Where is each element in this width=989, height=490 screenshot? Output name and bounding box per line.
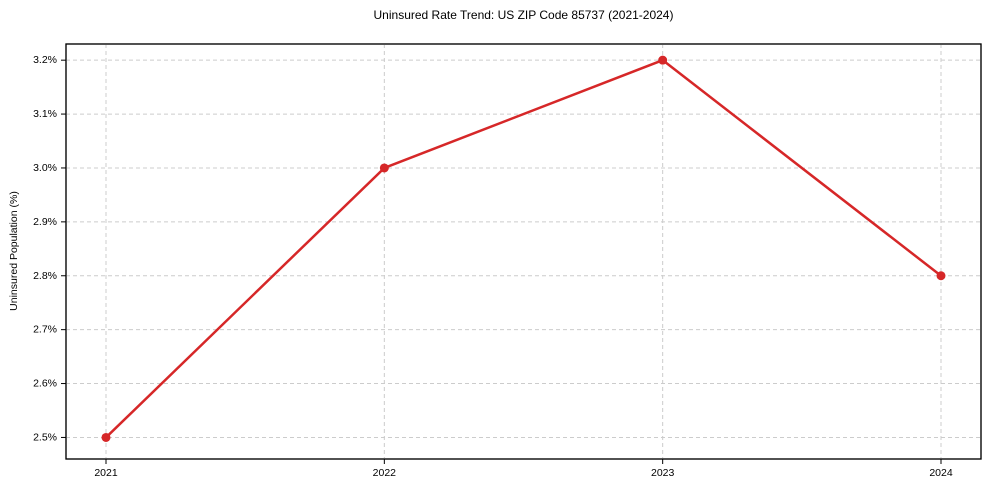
y-tick-label: 3.0% — [33, 162, 57, 174]
x-tick-label: 2022 — [373, 467, 397, 479]
y-tick-label: 3.1% — [33, 108, 57, 120]
y-tick-label: 2.5% — [33, 431, 57, 443]
chart-title: Uninsured Rate Trend: US ZIP Code 85737 … — [373, 8, 674, 22]
y-tick-label: 2.6% — [33, 378, 57, 390]
x-tick-label: 2023 — [651, 467, 675, 479]
data-point — [936, 271, 946, 281]
plot-border — [65, 43, 982, 460]
plot-border-overlay — [65, 43, 982, 460]
data-point — [101, 432, 111, 442]
data-point — [379, 163, 389, 173]
data-point — [658, 55, 668, 65]
x-tick-label: 2021 — [94, 467, 118, 479]
y-axis-label: Uninsured Population (%) — [8, 191, 20, 311]
y-tick-label: 2.9% — [33, 216, 57, 228]
series-line — [104, 58, 943, 439]
y-tick-label: 2.8% — [33, 270, 57, 282]
y-tick-label: 2.7% — [33, 324, 57, 336]
y-tick-label: 3.2% — [33, 54, 57, 66]
x-tick-label: 2024 — [929, 467, 953, 479]
